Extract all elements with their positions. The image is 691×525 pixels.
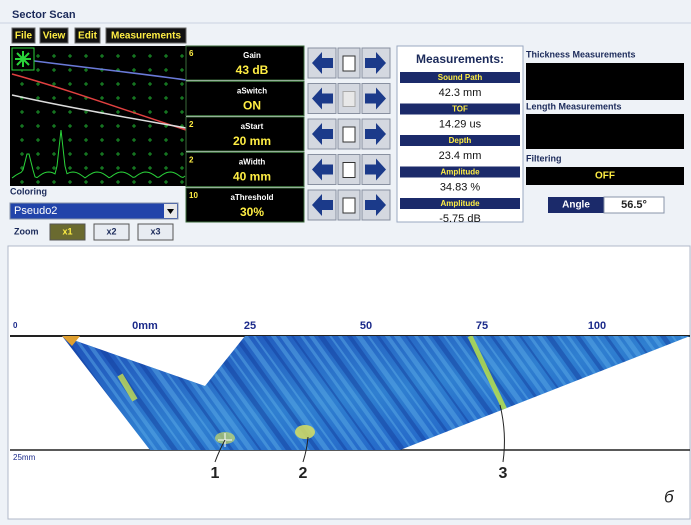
ruler-label: 100 [588, 320, 606, 332]
filtering-label: Filtering [526, 153, 562, 163]
zoom-label: Zoom [14, 226, 39, 236]
step-icon [343, 127, 355, 142]
param-index: 6 [189, 49, 194, 58]
ruler-label: 75 [476, 320, 488, 332]
ruler-label: 0mm [132, 320, 158, 332]
measurements-title: Measurements: [416, 52, 504, 66]
param-label: aWidth [239, 158, 266, 167]
param-value: 40 mm [233, 170, 271, 184]
coloring-value: Pseudo2 [14, 205, 57, 217]
window-title: Sector Scan [12, 9, 76, 21]
asterisk-icon [15, 51, 31, 67]
length-label: Length Measurements [526, 101, 622, 111]
measurements-panel: Measurements: Sound Path 42.3 mm TOF 14.29 … [397, 46, 523, 225]
angle-value: 56.5° [621, 199, 647, 211]
menu-label: Measurements [111, 31, 181, 42]
measurement-value: 42.3 mm [439, 87, 482, 99]
thickness-label: Thickness Measurements [526, 49, 636, 59]
param-label: aSwitch [237, 87, 267, 96]
param-label: aStart [241, 122, 264, 131]
step-icon [343, 92, 355, 107]
menu-label: Edit [78, 31, 98, 42]
coloring-label: Coloring [10, 186, 47, 196]
step-icon [343, 163, 355, 178]
param-value: 20 mm [233, 134, 271, 148]
a-scan [10, 46, 186, 186]
step-icon [343, 56, 355, 71]
ruler-label: 0 [13, 321, 18, 330]
callout-label: 2 [299, 465, 308, 482]
param-value: 43 dB [236, 63, 269, 77]
param-value: ON [243, 99, 261, 113]
measurement-label: Sound Path [438, 73, 483, 82]
zoom-button-label: x2 [106, 226, 116, 236]
param-index: 2 [189, 120, 194, 129]
angle-label: Angle [562, 200, 590, 211]
indication [295, 425, 315, 439]
param-label: aThreshold [230, 193, 273, 202]
measurement-value: -5.75 dB [439, 213, 481, 225]
param-index: 10 [189, 191, 198, 200]
menu-label: View [43, 31, 66, 42]
callout-label: 1 [211, 465, 220, 482]
measurement-label: Amplitude [440, 199, 480, 208]
measurement-value: 14.29 us [439, 118, 482, 130]
thickness-box [526, 63, 684, 100]
measurement-label: Amplitude [440, 168, 480, 177]
measurement-value: 34.83 % [440, 181, 481, 193]
ruler-label: 25 [244, 320, 256, 332]
param-label: Gain [243, 51, 261, 60]
measurement-label: TOF [452, 105, 468, 114]
zoom-button-label: x1 [62, 226, 72, 236]
menu-label: File [15, 31, 33, 42]
step-icon [343, 198, 355, 213]
measurement-value: 23.4 mm [439, 150, 482, 162]
zoom-button-label: x3 [150, 226, 160, 236]
figure-letter: б [664, 487, 675, 506]
params-panel: 6 Gain 43 dB aSwitch ON 2 aStart 20 mm 2 aWidth 40… [186, 46, 390, 222]
a-scan-bg [10, 46, 186, 186]
measurement-label: Depth [449, 136, 472, 145]
ruler-label: 50 [360, 320, 372, 332]
param-value: 30% [240, 205, 264, 219]
depth-label: 25mm [13, 453, 36, 462]
callout-label: 3 [499, 465, 508, 482]
length-box [526, 114, 684, 149]
zoom-buttons: x1 x2 x3 [50, 224, 173, 240]
param-index: 2 [189, 156, 194, 165]
filtering-value: OFF [595, 171, 615, 182]
